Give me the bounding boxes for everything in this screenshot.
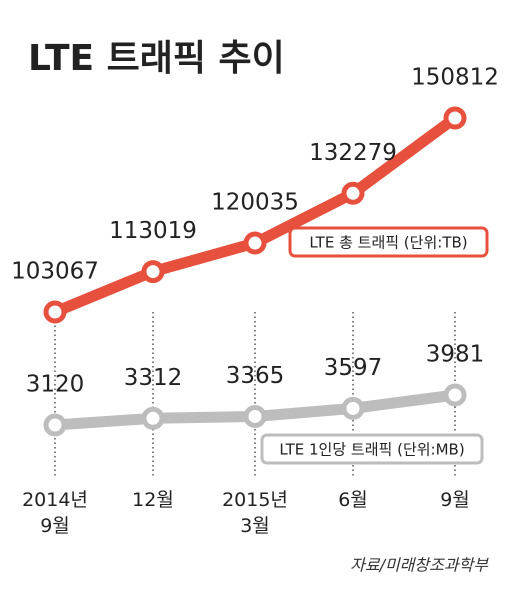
value-label: 150812 bbox=[411, 65, 499, 91]
value-label: 3120 bbox=[26, 372, 85, 398]
point bbox=[243, 231, 267, 255]
x-tick-label: 9월 bbox=[440, 489, 470, 511]
value-label: 3597 bbox=[324, 355, 383, 381]
value-label: 3981 bbox=[426, 342, 485, 368]
value-label: 132279 bbox=[309, 140, 397, 166]
value-label: 120035 bbox=[211, 190, 299, 216]
point bbox=[341, 396, 365, 420]
value-label: 3312 bbox=[124, 365, 183, 391]
legend-box bbox=[260, 433, 484, 465]
point bbox=[43, 300, 67, 324]
x-tick-label: 6월 bbox=[338, 489, 368, 511]
value-label: 113019 bbox=[109, 218, 197, 244]
point bbox=[141, 260, 165, 284]
x-tick-label: 2014년 9월 bbox=[22, 489, 88, 537]
point bbox=[141, 406, 165, 430]
x-tick-label: 12월 bbox=[132, 489, 174, 511]
legend-label: LTE 1인당 트래픽 (단위:MB) bbox=[279, 441, 464, 459]
point bbox=[443, 106, 467, 130]
chart-title: LTE 트래픽 추이 bbox=[28, 38, 285, 79]
x-tick-label: 2015년 3월 bbox=[222, 489, 288, 537]
point bbox=[243, 404, 267, 428]
point bbox=[443, 383, 467, 407]
legend-box bbox=[288, 226, 489, 258]
source: 자료/미래창조과학부 bbox=[350, 556, 489, 575]
point bbox=[341, 181, 365, 205]
value-label: 3365 bbox=[226, 363, 285, 389]
value-label: 103067 bbox=[11, 259, 99, 285]
legend-label: LTE 총 트래픽 (단위:TB) bbox=[309, 234, 467, 252]
point bbox=[43, 413, 67, 437]
